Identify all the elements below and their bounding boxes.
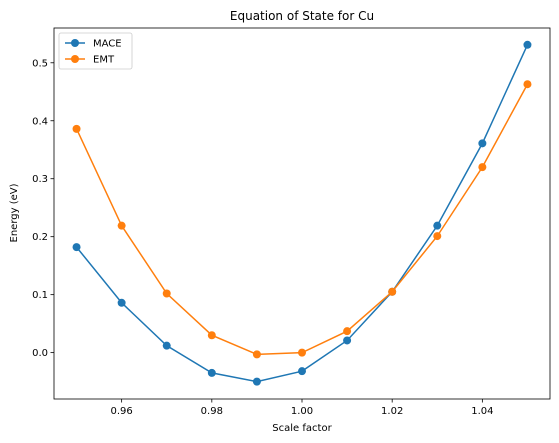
data-point-emt — [478, 163, 487, 172]
legend-swatch-marker — [71, 39, 79, 47]
legend-swatch-marker — [71, 55, 79, 63]
data-point-emt — [252, 350, 261, 359]
x-tick-label: 0.98 — [201, 406, 223, 417]
plot-area — [53, 27, 551, 400]
x-tick-label: 1.00 — [291, 406, 313, 417]
y-tick-label: 0.3 — [32, 174, 48, 185]
legend-item-mace: MACE — [65, 39, 122, 50]
data-point-emt — [207, 331, 216, 340]
data-point-mace — [343, 336, 352, 345]
x-axis-ticks: 0.96 0.98 1.00 1.02 1.04 — [111, 399, 493, 417]
series-layer — [72, 40, 532, 386]
y-axis-ticks: 0.0 0.1 0.2 0.3 0.4 0.5 — [32, 58, 54, 359]
data-point-mace — [162, 341, 171, 350]
legend-label: MACE — [93, 39, 122, 50]
data-point-emt — [388, 287, 397, 296]
y-tick-label: 0.5 — [32, 58, 48, 69]
data-point-mace — [117, 298, 126, 307]
x-tick-label: 1.04 — [471, 406, 493, 417]
data-point-emt — [343, 327, 352, 336]
x-tick-label: 1.02 — [381, 406, 403, 417]
legend-item-emt: EMT — [65, 55, 115, 66]
data-point-mace — [433, 221, 442, 230]
data-point-emt — [117, 221, 126, 230]
x-tick-label: 0.96 — [111, 406, 133, 417]
data-point-mace — [298, 367, 306, 376]
data-point-mace — [478, 139, 487, 148]
y-tick-label: 0.0 — [32, 348, 48, 359]
data-point-mace — [252, 377, 261, 386]
data-point-emt — [523, 80, 532, 89]
data-point-emt — [298, 348, 306, 357]
y-tick-label: 0.4 — [32, 116, 48, 127]
data-point-emt — [162, 289, 171, 298]
data-point-mace — [207, 368, 216, 377]
data-point-mace — [72, 243, 81, 252]
y-tick-label: 0.1 — [32, 290, 48, 301]
chart-title: Equation of State for Cu — [230, 9, 374, 23]
y-axis-label: Energy (eV) — [9, 183, 20, 242]
data-point-emt — [433, 232, 442, 241]
y-tick-label: 0.2 — [32, 232, 48, 243]
series-emt — [72, 80, 532, 359]
data-point-mace — [523, 40, 532, 49]
data-point-emt — [72, 124, 81, 133]
legend: MACE EMT — [58, 32, 133, 70]
legend-label: EMT — [93, 55, 115, 66]
x-axis-label: Scale factor — [272, 423, 332, 434]
